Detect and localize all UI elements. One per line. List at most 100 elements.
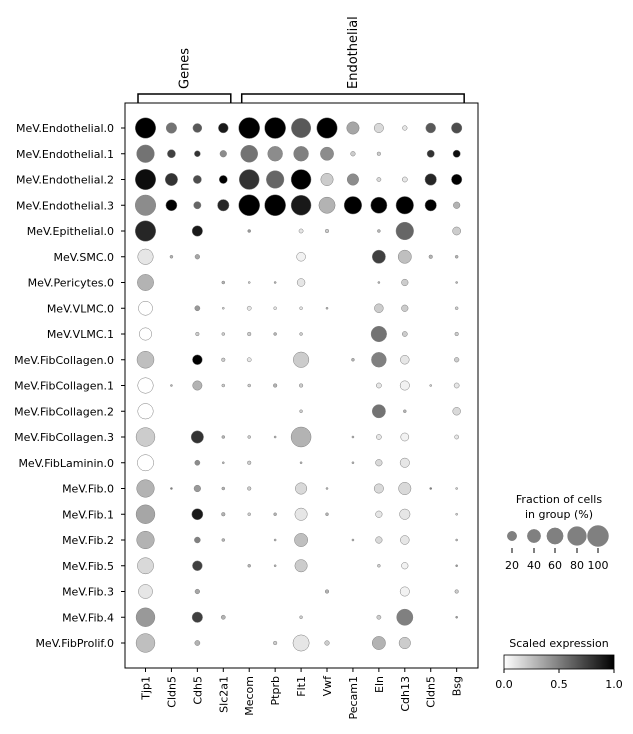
color-legend-label: 0.5 [550,678,568,691]
color-bar [503,654,615,670]
dot [195,331,200,337]
dot [402,125,408,131]
dot [403,409,407,413]
color-legend-title: Scaled expression [509,637,608,650]
dot [376,177,382,182]
dot [194,640,201,646]
size-legend-dot [587,525,609,547]
dot [218,122,229,134]
dot [424,199,437,212]
cell-type-label: MeV.VLMC.1 [47,328,114,341]
dot [451,174,463,185]
dot [137,274,154,291]
dot [170,487,173,490]
dot [246,357,252,363]
dot [193,484,201,493]
dot [325,512,329,516]
dot [165,122,177,134]
dot [298,228,304,234]
cell-type-label: MeV.FibLaminin.0 [18,457,114,470]
cell-type-label: MeV.FibProlif.0 [35,637,114,650]
cell-type-label: MeV.FibCollagen.0 [14,354,114,367]
dot [454,306,459,310]
dot [218,175,228,184]
dot [191,508,204,521]
size-legend-title-line2: in group (%) [525,508,593,521]
dot [238,194,260,216]
dot [273,512,277,516]
dot [247,229,251,233]
dot [455,615,458,619]
cell-type-label: MeV.Fib.0 [62,483,114,496]
dot [221,435,226,439]
dot [351,538,355,542]
dot [400,355,410,365]
dot [135,169,156,190]
gene-label: Cdh13 [399,676,412,712]
cell-type-labels: MeV.Endothelial.0 MeV.Endothelial.1 MeV.En… [14,122,114,650]
gene-label: Vwf [321,675,334,697]
dot [371,404,386,419]
dot [320,173,334,186]
dot [136,479,155,498]
dot [351,461,355,465]
dot [194,150,201,157]
dot [273,383,278,388]
dot [374,303,384,313]
dot [137,403,154,420]
dot [221,306,225,310]
group-bracket-0 [137,93,232,103]
dot [370,325,387,343]
dot [247,460,252,465]
dot [396,608,414,626]
cell-type-label: MeV.Fib.3 [62,586,114,599]
dot [296,278,306,287]
dot [221,383,226,388]
dot [398,636,411,650]
dot [373,123,384,133]
size-legend-label: 100 [588,559,609,572]
dot [426,149,435,158]
dot [246,305,252,311]
cell-type-label: MeV.Endothelial.1 [16,148,114,161]
size-legend-title-line1: Fraction of cells [516,493,602,506]
dot [219,150,227,158]
dot [191,225,203,237]
dot [137,454,154,472]
dot [273,640,278,646]
dot [454,434,460,440]
gene-label: Cldn5 [165,676,178,708]
dot [290,426,312,448]
dot [135,607,156,627]
dot [266,170,285,189]
dot [169,255,174,259]
cell-type-label: MeV.Endothelial.2 [16,174,114,187]
dot [240,145,258,163]
dot [194,305,201,312]
dot [454,255,459,259]
dot [324,589,330,594]
dot [454,331,459,337]
dot [290,169,312,190]
cell-type-label: MeV.SMC.0 [53,251,114,264]
dot [136,530,155,550]
dot [376,434,382,440]
dot [221,332,226,336]
dot [247,331,252,337]
dot [376,151,381,156]
dot [194,459,201,466]
dot [299,615,303,619]
dot [247,512,251,516]
dot [293,351,310,368]
dot [424,173,437,186]
dot [455,512,458,516]
color-legend-label: 1.0 [605,678,623,691]
dot [192,354,203,365]
size-legend-dot [567,526,587,546]
dot [135,504,156,524]
size-legend-dots: 20 40 60 80 100 [505,525,609,572]
dot [135,117,156,139]
dot [291,118,312,138]
color-legend: Scaled expression 0.0 0.5 1.0 [495,637,623,691]
size-legend-label: 60 [548,559,562,572]
